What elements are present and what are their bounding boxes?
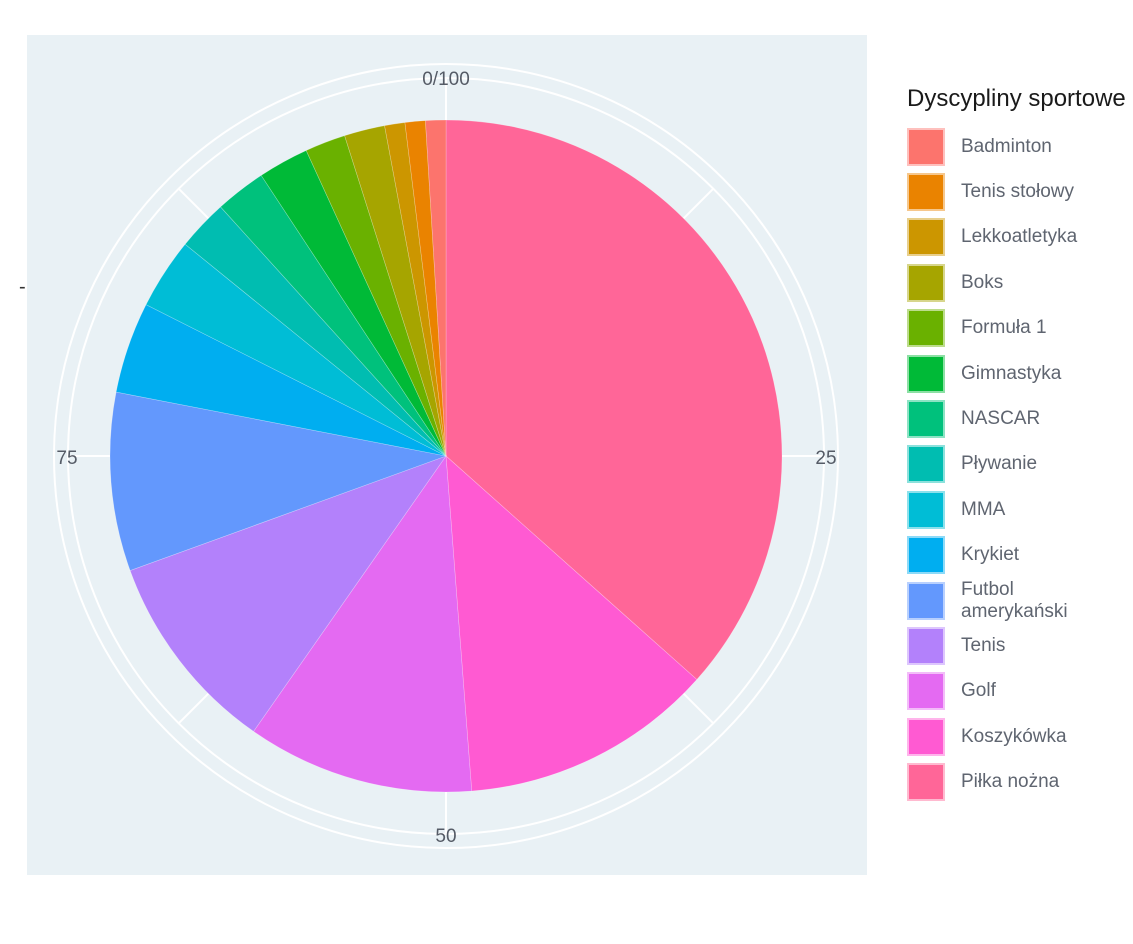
legend-item[interactable]: Koszykówka [907,714,1133,759]
legend-item[interactable]: Krykiet [907,533,1133,578]
legend-item[interactable]: Piłka nożna [907,759,1133,804]
legend-label: Badminton [961,135,1052,157]
legend-swatch [907,672,945,711]
legend-swatch [907,263,945,302]
legend-swatch [907,127,945,166]
tick-label-bottom: 50 [435,826,456,847]
legend-label: NASCAR [961,408,1041,430]
legend-label: Krykiet [961,544,1020,566]
legend-swatch [907,490,945,529]
legend-swatch [907,218,945,257]
pie-slice [260,150,447,457]
pie-slice [253,455,473,793]
legend-swatch [907,354,945,393]
legend: Dyscypliny sportowe Badminton Tenis stoło… [907,84,1133,805]
legend-label: Golf [961,680,996,702]
legend-label: MMA [961,498,1006,520]
legend-swatch [907,173,945,212]
pie-slice [425,119,447,457]
legend-swatch [907,536,945,575]
legend-swatch [907,763,945,802]
legend-label: Lekkoatletyka [961,226,1078,248]
legend-item[interactable]: Lekkoatletyka [907,215,1133,260]
legend-item[interactable]: Tenis stołowy [907,169,1133,214]
pie-slice [344,125,447,457]
legend-items: Badminton Tenis stołowy Lekkoatletyka Boks F… [907,124,1133,805]
legend-swatch [907,400,945,439]
legend-swatch [907,717,945,756]
tick-label-right: 25 [815,448,836,469]
legend-label: Formuła 1 [961,317,1047,339]
legend-swatch [907,626,945,665]
legend-item[interactable]: Tenis [907,623,1133,668]
legend-item[interactable]: Boks [907,260,1133,305]
tick-label-left: 75 [56,448,77,469]
legend-label: Tenis stołowy [961,181,1074,203]
tick-label-top: 0/100 [422,69,470,90]
pie-slices [109,119,783,793]
legend-label: Piłka nożna [961,771,1060,793]
legend-label: Boks [961,271,1004,293]
legend-item[interactable]: MMA [907,487,1133,532]
legend-swatch [907,581,945,620]
pie-slice [115,304,447,457]
legend-item[interactable]: Pływanie [907,442,1133,487]
legend-label: Koszykówka [961,725,1067,747]
legend-item[interactable]: Badminton [907,124,1133,169]
pie-slice [305,135,447,457]
side-mark: - [19,276,26,298]
legend-item[interactable]: Gimnastyka [907,351,1133,396]
legend-label: Pływanie [961,453,1038,475]
pie-slice [220,174,447,457]
legend-item[interactable]: NASCAR [907,396,1133,441]
pie-slice [129,455,447,732]
legend-item[interactable]: Formuła 1 [907,306,1133,351]
pie-slice [145,243,447,457]
pie-slice [109,391,448,571]
legend-label: Futbol amerykański [961,578,1068,622]
legend-swatch [907,309,945,348]
legend-title: Dyscypliny sportowe [907,85,1126,112]
legend-label: Tenis [961,634,1006,656]
pie-slice [184,206,447,457]
pie-slice [445,455,698,792]
legend-label: Gimnastyka [961,362,1062,384]
legend-item[interactable]: Futbol amerykański [907,578,1133,623]
pie-slice [384,122,447,457]
pie-slice [445,119,783,680]
grid-circle [53,63,839,849]
pie-slice [404,120,447,457]
legend-swatch [907,445,945,484]
legend-item[interactable]: Golf [907,669,1133,714]
